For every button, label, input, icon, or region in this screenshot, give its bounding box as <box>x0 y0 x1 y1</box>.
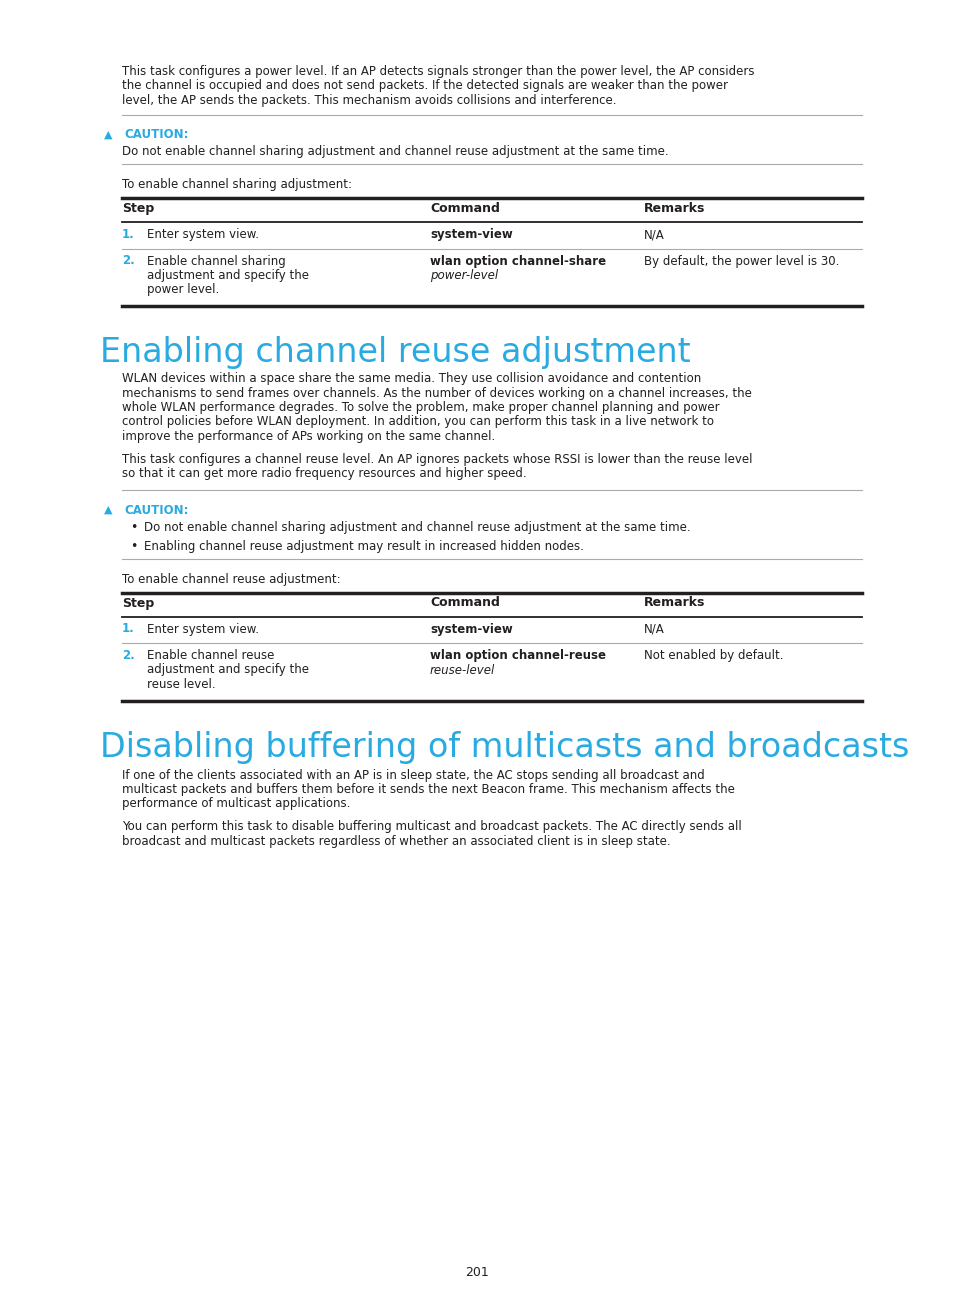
Text: Command: Command <box>430 202 499 215</box>
Text: adjustment and specify the: adjustment and specify the <box>147 270 309 283</box>
Text: Enter system view.: Enter system view. <box>147 228 258 241</box>
Text: WLAN devices within a space share the same media. They use collision avoidance a: WLAN devices within a space share the sa… <box>122 372 700 385</box>
Text: Enter system view.: Enter system view. <box>147 622 258 635</box>
Text: This task configures a power level. If an AP detects signals stronger than the p: This task configures a power level. If a… <box>122 65 754 78</box>
Text: N/A: N/A <box>643 228 664 241</box>
Text: To enable channel reuse adjustment:: To enable channel reuse adjustment: <box>122 573 340 586</box>
Text: system-view: system-view <box>430 228 512 241</box>
Text: •: • <box>130 521 137 534</box>
Text: To enable channel sharing adjustment:: To enable channel sharing adjustment: <box>122 178 352 191</box>
Text: reuse-level: reuse-level <box>430 664 495 677</box>
Text: Remarks: Remarks <box>643 596 704 609</box>
Text: Enabling channel reuse adjustment may result in increased hidden nodes.: Enabling channel reuse adjustment may re… <box>144 540 583 553</box>
Text: 1.: 1. <box>122 228 134 241</box>
Text: Enabling channel reuse adjustment: Enabling channel reuse adjustment <box>100 336 690 369</box>
Text: Enable channel reuse: Enable channel reuse <box>147 649 274 662</box>
Text: Do not enable channel sharing adjustment and channel reuse adjustment at the sam: Do not enable channel sharing adjustment… <box>122 145 668 158</box>
Text: mechanisms to send frames over channels. As the number of devices working on a c: mechanisms to send frames over channels.… <box>122 386 751 399</box>
Text: whole WLAN performance degrades. To solve the problem, make proper channel plann: whole WLAN performance degrades. To solv… <box>122 400 719 413</box>
Text: ▲: ▲ <box>104 504 112 515</box>
Text: control policies before WLAN deployment. In addition, you can perform this task : control policies before WLAN deployment.… <box>122 416 713 429</box>
Text: N/A: N/A <box>643 622 664 635</box>
Text: multicast packets and buffers them before it sends the next Beacon frame. This m: multicast packets and buffers them befor… <box>122 783 734 796</box>
Text: •: • <box>130 540 137 553</box>
Text: Do not enable channel sharing adjustment and channel reuse adjustment at the sam: Do not enable channel sharing adjustment… <box>144 521 690 534</box>
Text: level, the AP sends the packets. This mechanism avoids collisions and interferen: level, the AP sends the packets. This me… <box>122 95 616 108</box>
Text: system-view: system-view <box>430 622 512 635</box>
Text: 2.: 2. <box>122 649 134 662</box>
Text: You can perform this task to disable buffering multicast and broadcast packets. : You can perform this task to disable buf… <box>122 820 741 833</box>
Text: power level.: power level. <box>147 284 219 297</box>
Text: Enable channel sharing: Enable channel sharing <box>147 254 286 267</box>
Text: Step: Step <box>122 202 154 215</box>
Text: 201: 201 <box>465 1266 488 1279</box>
Text: CAUTION:: CAUTION: <box>124 128 189 141</box>
Text: CAUTION:: CAUTION: <box>124 504 189 517</box>
Text: wlan option channel-reuse: wlan option channel-reuse <box>430 649 605 662</box>
Text: adjustment and specify the: adjustment and specify the <box>147 664 309 677</box>
Text: Command: Command <box>430 596 499 609</box>
Text: wlan option channel-share: wlan option channel-share <box>430 254 605 267</box>
Text: the channel is occupied and does not send packets. If the detected signals are w: the channel is occupied and does not sen… <box>122 79 727 92</box>
Text: Remarks: Remarks <box>643 202 704 215</box>
Text: improve the performance of APs working on the same channel.: improve the performance of APs working o… <box>122 430 495 443</box>
Text: power-level: power-level <box>430 270 497 283</box>
Text: This task configures a channel reuse level. An AP ignores packets whose RSSI is : This task configures a channel reuse lev… <box>122 452 752 465</box>
Text: By default, the power level is 30.: By default, the power level is 30. <box>643 254 839 267</box>
Text: Step: Step <box>122 596 154 609</box>
Text: 2.: 2. <box>122 254 134 267</box>
Text: Disabling buffering of multicasts and broadcasts: Disabling buffering of multicasts and br… <box>100 731 908 763</box>
Text: reuse level.: reuse level. <box>147 678 215 691</box>
Text: 1.: 1. <box>122 622 134 635</box>
Text: Not enabled by default.: Not enabled by default. <box>643 649 782 662</box>
Text: If one of the clients associated with an AP is in sleep state, the AC stops send: If one of the clients associated with an… <box>122 769 704 781</box>
Text: broadcast and multicast packets regardless of whether an associated client is in: broadcast and multicast packets regardle… <box>122 835 670 848</box>
Text: so that it can get more radio frequency resources and higher speed.: so that it can get more radio frequency … <box>122 467 526 480</box>
Text: ▲: ▲ <box>104 130 112 140</box>
Text: performance of multicast applications.: performance of multicast applications. <box>122 797 350 810</box>
